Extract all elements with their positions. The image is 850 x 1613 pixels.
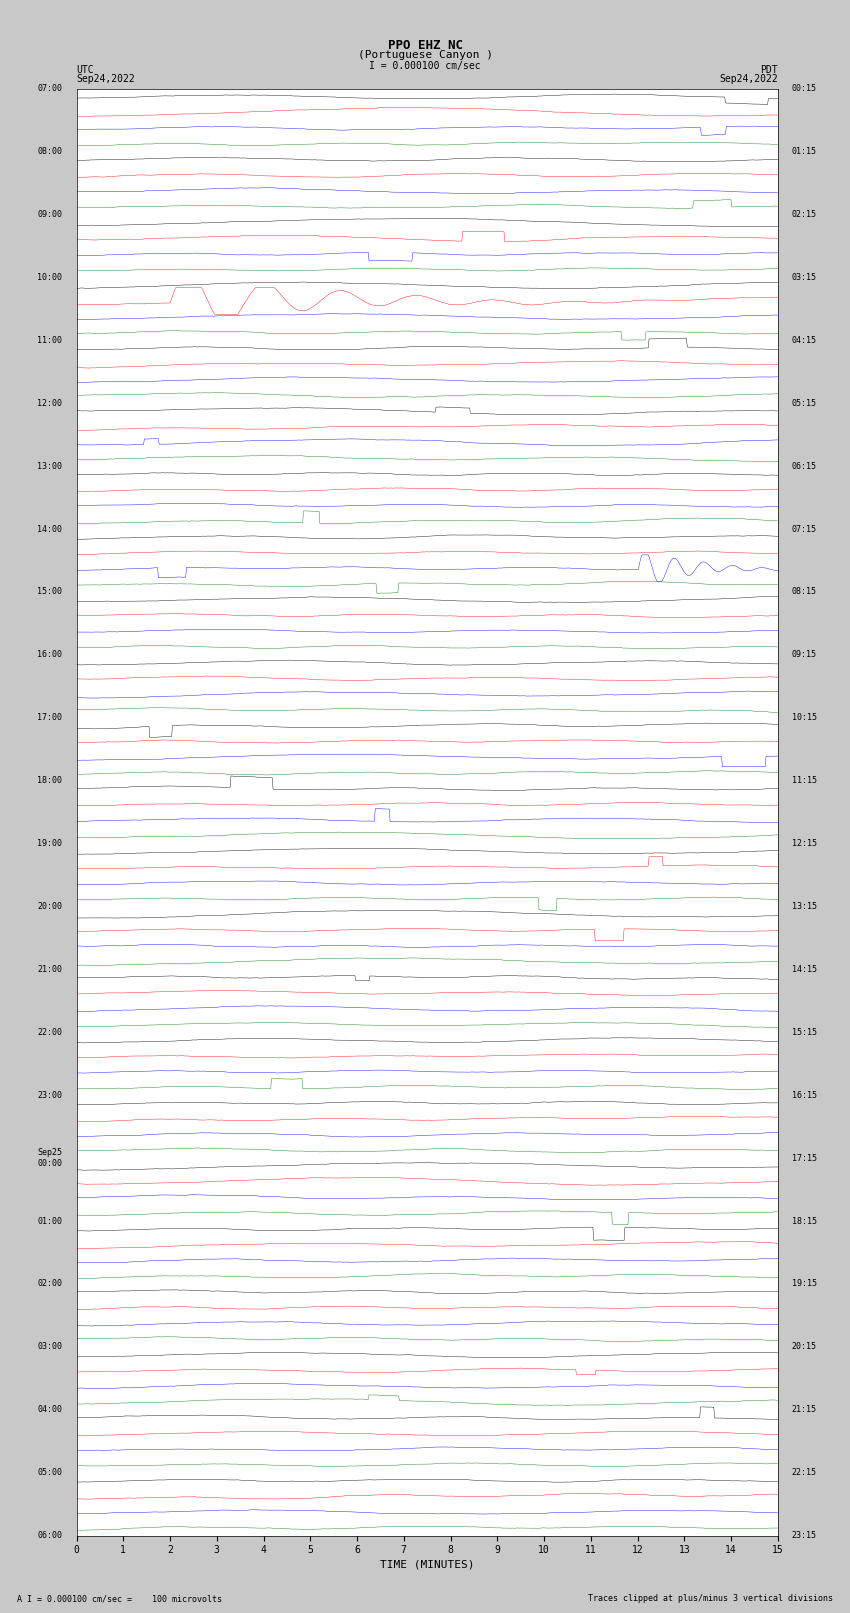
Text: 10:00: 10:00: [37, 273, 63, 282]
Text: 05:00: 05:00: [37, 1468, 63, 1478]
Text: 06:00: 06:00: [37, 1531, 63, 1540]
Text: 16:00: 16:00: [37, 650, 63, 660]
Text: 17:15: 17:15: [791, 1153, 817, 1163]
Text: 03:00: 03:00: [37, 1342, 63, 1352]
Text: 19:15: 19:15: [791, 1279, 817, 1289]
Text: A I = 0.000100 cm/sec =    100 microvolts: A I = 0.000100 cm/sec = 100 microvolts: [17, 1594, 222, 1603]
Text: 00:15: 00:15: [791, 84, 817, 94]
Text: 19:00: 19:00: [37, 839, 63, 848]
Text: Sep24,2022: Sep24,2022: [719, 74, 778, 84]
Text: 15:00: 15:00: [37, 587, 63, 597]
Text: 10:15: 10:15: [791, 713, 817, 723]
X-axis label: TIME (MINUTES): TIME (MINUTES): [380, 1560, 474, 1569]
Text: 11:00: 11:00: [37, 336, 63, 345]
Text: 05:15: 05:15: [791, 398, 817, 408]
Text: 04:00: 04:00: [37, 1405, 63, 1415]
Text: UTC: UTC: [76, 65, 94, 74]
Text: 02:00: 02:00: [37, 1279, 63, 1289]
Text: 13:00: 13:00: [37, 461, 63, 471]
Text: 12:00: 12:00: [37, 398, 63, 408]
Text: 04:15: 04:15: [791, 336, 817, 345]
Text: 22:15: 22:15: [791, 1468, 817, 1478]
Text: 12:15: 12:15: [791, 839, 817, 848]
Text: Sep24,2022: Sep24,2022: [76, 74, 135, 84]
Text: 03:15: 03:15: [791, 273, 817, 282]
Text: 11:15: 11:15: [791, 776, 817, 786]
Text: 08:15: 08:15: [791, 587, 817, 597]
Text: 09:15: 09:15: [791, 650, 817, 660]
Text: 20:15: 20:15: [791, 1342, 817, 1352]
Text: 20:00: 20:00: [37, 902, 63, 911]
Text: 08:00: 08:00: [37, 147, 63, 156]
Text: 17:00: 17:00: [37, 713, 63, 723]
Text: 07:00: 07:00: [37, 84, 63, 94]
Text: 14:00: 14:00: [37, 524, 63, 534]
Text: 21:00: 21:00: [37, 965, 63, 974]
Text: 15:15: 15:15: [791, 1027, 817, 1037]
Text: 18:15: 18:15: [791, 1216, 817, 1226]
Text: 01:15: 01:15: [791, 147, 817, 156]
Text: 07:15: 07:15: [791, 524, 817, 534]
Text: I = 0.000100 cm/sec: I = 0.000100 cm/sec: [369, 61, 481, 71]
Text: 16:15: 16:15: [791, 1090, 817, 1100]
Text: Sep25
00:00: Sep25 00:00: [37, 1148, 63, 1168]
Text: 14:15: 14:15: [791, 965, 817, 974]
Text: 22:00: 22:00: [37, 1027, 63, 1037]
Text: (Portuguese Canyon ): (Portuguese Canyon ): [358, 50, 492, 60]
Text: 13:15: 13:15: [791, 902, 817, 911]
Text: PPO EHZ NC: PPO EHZ NC: [388, 39, 462, 52]
Text: 06:15: 06:15: [791, 461, 817, 471]
Text: 23:15: 23:15: [791, 1531, 817, 1540]
Text: Traces clipped at plus/minus 3 vertical divisions: Traces clipped at plus/minus 3 vertical …: [588, 1594, 833, 1603]
Text: 18:00: 18:00: [37, 776, 63, 786]
Text: 23:00: 23:00: [37, 1090, 63, 1100]
Text: 09:00: 09:00: [37, 210, 63, 219]
Text: 01:00: 01:00: [37, 1216, 63, 1226]
Text: 02:15: 02:15: [791, 210, 817, 219]
Text: 21:15: 21:15: [791, 1405, 817, 1415]
Text: PDT: PDT: [760, 65, 778, 74]
